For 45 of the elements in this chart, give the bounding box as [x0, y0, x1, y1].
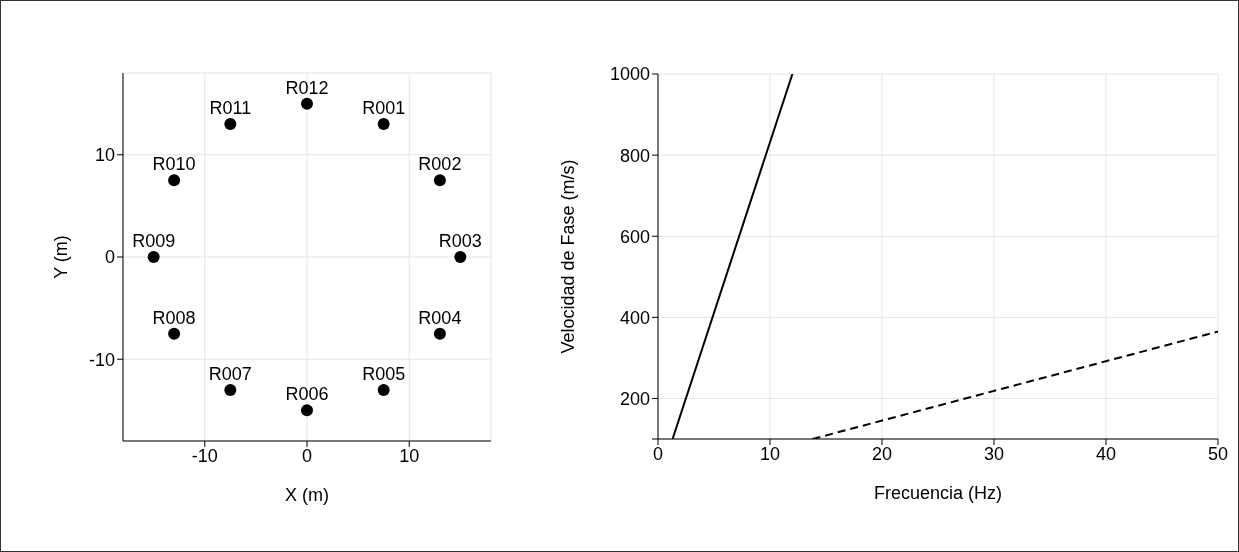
x-tick-label: 10: [759, 443, 781, 464]
point: [377, 383, 390, 396]
x-tick-label: 50: [1207, 443, 1229, 464]
annotation: R010: [152, 154, 196, 175]
point: [301, 97, 313, 110]
y-axis-title: Velocidad de Fase (m/s): [558, 159, 579, 354]
y-tick-label: 600: [619, 226, 650, 247]
y-tick-label: 200: [619, 388, 650, 409]
annotation: R003: [438, 231, 482, 251]
point: [147, 251, 160, 263]
x-tick-label: 0: [652, 443, 664, 464]
y-tick-label: 800: [619, 145, 650, 166]
x-axis-title: Frecuencia (Hz): [873, 483, 1003, 503]
y-axis-title: Y (m): [51, 235, 72, 279]
point: [454, 251, 467, 263]
x-axis-title: X (m): [285, 485, 329, 505]
x-tick-label: 0: [301, 445, 313, 466]
x-tick-label: -10: [191, 445, 218, 466]
point: [433, 174, 446, 187]
annotation: R004: [418, 307, 462, 328]
y-tick-label: 400: [619, 307, 650, 328]
point: [377, 118, 390, 131]
x-tick-label: 30: [983, 443, 1005, 464]
x-tick-label: 10: [399, 445, 420, 466]
annotation: R011: [209, 98, 252, 119]
y-tick-label: -10: [88, 349, 115, 370]
point: [224, 383, 237, 396]
point: [433, 327, 446, 340]
point: [168, 327, 181, 340]
x-tick-label: 40: [1095, 443, 1117, 464]
annotation: R002: [418, 154, 462, 175]
y-tick-label: 10: [94, 145, 115, 166]
point: [301, 404, 313, 417]
annotation: R001: [362, 98, 406, 119]
annotation: R008: [152, 307, 196, 328]
annotation: R006: [285, 384, 329, 405]
x-tick-label: 20: [871, 443, 893, 464]
point: [168, 174, 181, 187]
y-tick-label: 0: [104, 247, 115, 268]
annotation: R005: [362, 363, 406, 384]
y-tick-label: 1000: [609, 64, 650, 85]
annotation: R007: [208, 363, 252, 384]
annotation: R009: [132, 231, 176, 251]
annotation: R012: [285, 77, 329, 98]
point: [224, 118, 237, 131]
